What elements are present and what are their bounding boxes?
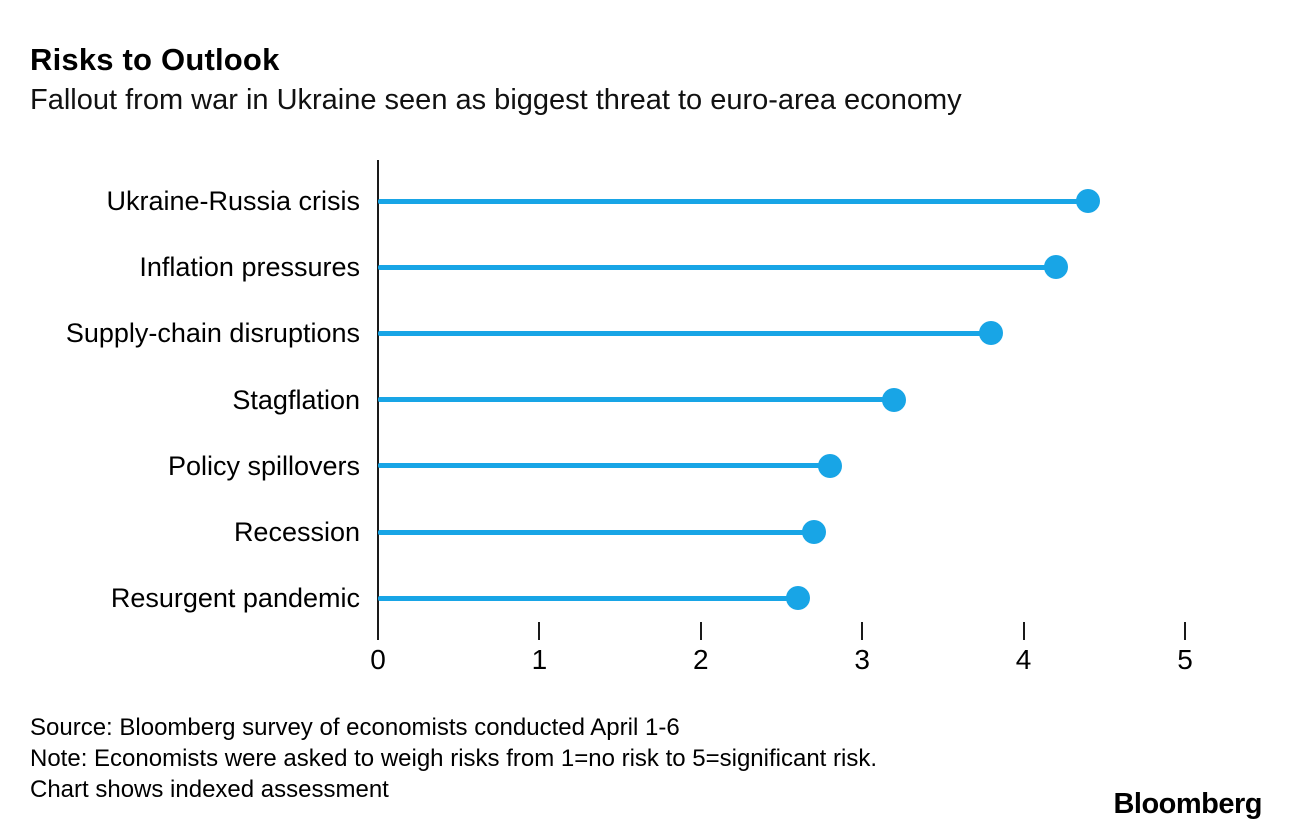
- x-axis-tick: [1022, 622, 1025, 640]
- lollipop-dot: [882, 387, 907, 412]
- source-line: Source: Bloomberg survey of economists c…: [30, 714, 680, 741]
- category-label: Inflation pressures: [139, 252, 360, 283]
- note-line-2: Chart shows indexed assessment: [30, 776, 389, 803]
- x-axis-tick: [699, 622, 702, 640]
- lollipop-dot: [801, 520, 826, 544]
- chart-subtitle: Fallout from war in Ukraine seen as bigg…: [30, 84, 962, 116]
- chart-title: Risks to Outlook: [30, 42, 280, 77]
- category-label: Supply-chain disruptions: [65, 318, 360, 349]
- category-label: Stagflation: [232, 384, 360, 415]
- category-label: Ukraine-Russia crisis: [106, 186, 360, 216]
- lollipop-dot: [817, 453, 842, 478]
- lollipop-stem: [378, 595, 798, 601]
- lollipop-stem: [378, 463, 830, 469]
- x-axis-tick: [1184, 622, 1186, 640]
- chart-footnotes: Source: Bloomberg survey of economists c…: [30, 712, 877, 805]
- lollipop-stem: [378, 198, 1089, 204]
- category-label: Recession: [233, 517, 360, 547]
- lollipop-stem: [378, 330, 992, 336]
- lollipop-dot: [1076, 189, 1101, 213]
- x-axis-tick: [538, 622, 541, 640]
- category-label: Resurgent pandemic: [110, 583, 360, 614]
- category-label: Policy spillovers: [167, 450, 360, 481]
- lollipop-stem: [378, 397, 895, 403]
- lollipop-dot: [979, 321, 1004, 346]
- x-axis-tick-label: 3: [854, 644, 870, 675]
- x-axis-tick-label: 4: [1015, 644, 1032, 675]
- x-axis-tick: [861, 622, 864, 640]
- x-axis-tick-label: 0: [370, 644, 386, 675]
- x-axis-tick-label: 1: [531, 644, 548, 675]
- bloomberg-logo: Bloomberg: [1113, 788, 1262, 820]
- lollipop-dot: [785, 586, 810, 611]
- x-axis-tick-label: 5: [1177, 644, 1193, 675]
- lollipop-stem: [378, 264, 1056, 270]
- note-line-1: Note: Economists were asked to weigh ris…: [30, 745, 878, 772]
- lollipop-stem: [378, 529, 814, 535]
- x-axis-tick-label: 2: [693, 644, 709, 675]
- lollipop-dot: [1043, 255, 1068, 280]
